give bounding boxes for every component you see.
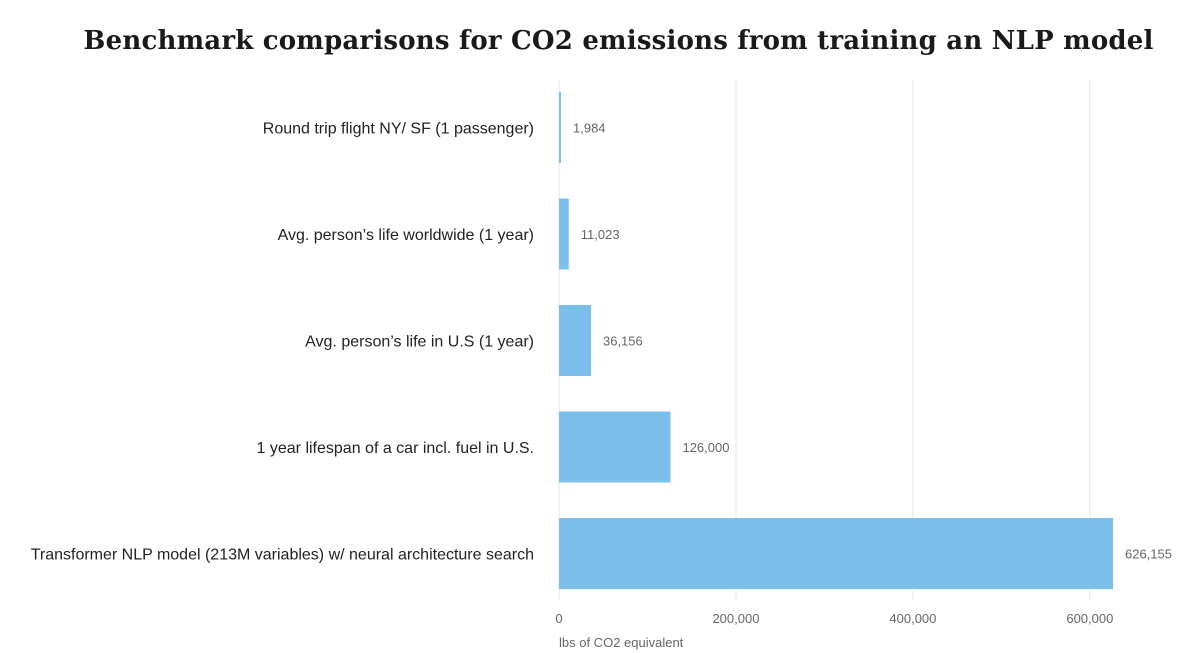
value-label: 126,000 (682, 440, 729, 455)
bar (559, 92, 561, 163)
value-label: 1,984 (573, 121, 606, 136)
bar (559, 411, 671, 483)
category-label: 1 year lifespan of a car incl. fuel in U… (257, 440, 534, 457)
chart-title: Benchmark comparisons for CO2 emissions … (83, 26, 1154, 56)
value-label: 11,023 (581, 227, 620, 242)
x-tick-labels: 0 200,000 400,000 600,000 (555, 611, 1113, 626)
bar (559, 198, 569, 270)
x-tick-label: 200,000 (712, 611, 759, 626)
x-tick-label: 600,000 (1066, 611, 1113, 626)
value-label: 626,155 (1125, 547, 1172, 562)
category-label: Avg. person’s life worldwide (1 year) (278, 227, 534, 244)
x-tick-label: 400,000 (889, 611, 936, 626)
category-label: Transformer NLP model (213M variables) w… (31, 547, 534, 564)
category-labels: Round trip flight NY/ SF (1 passenger) Av… (31, 121, 534, 564)
value-labels: 1,984 11,023 36,156 126,000 626,155 (573, 121, 1172, 562)
bar (559, 305, 591, 376)
category-label: Avg. person’s life in U.S (1 year) (305, 334, 534, 351)
category-label: Round trip flight NY/ SF (1 passenger) (263, 121, 534, 138)
x-tick-label: 0 (555, 611, 562, 626)
bar (559, 518, 1113, 589)
gridlines (558, 80, 1091, 600)
value-label: 36,156 (603, 334, 643, 349)
bars (559, 92, 1113, 589)
x-axis-title: lbs of CO2 equivalent (559, 635, 684, 650)
